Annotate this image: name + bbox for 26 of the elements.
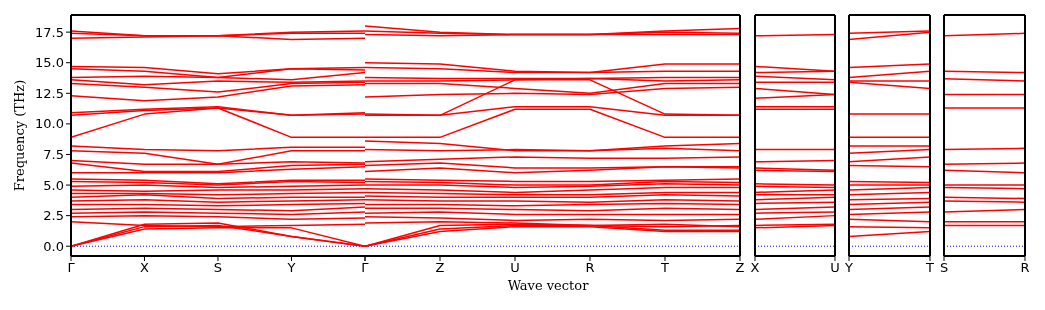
y-axis-title: Frequency (THz) — [11, 79, 27, 192]
x-tick-label: X — [140, 260, 150, 276]
x-tick-label: T — [925, 260, 935, 276]
x-tick-label: U — [830, 260, 840, 276]
y-tick-label: 5.0 — [43, 177, 64, 193]
x-tick-label: Y — [286, 260, 296, 276]
x-tick-label: Γ — [67, 260, 76, 276]
x-tick-label: Γ — [361, 260, 370, 276]
y-tick-label: 7.5 — [43, 147, 64, 163]
y-tick-label: 17.5 — [35, 24, 64, 40]
y-tick-label: 12.5 — [35, 85, 64, 101]
x-tick-label: U — [510, 260, 520, 276]
y-tick-label: 2.5 — [43, 208, 64, 224]
x-tick-label: S — [939, 260, 949, 276]
x-tick-label: X — [750, 260, 760, 276]
y-tick-label: 10.0 — [35, 116, 64, 132]
x-tick-label: Y — [844, 260, 854, 276]
y-tick-label: 0.0 — [43, 238, 64, 254]
y-tick-label: 15.0 — [35, 55, 64, 71]
x-tick-label: Z — [735, 260, 745, 276]
x-tick-label: R — [585, 260, 595, 276]
x-axis-title: Wave vector — [506, 278, 590, 293]
x-tick-label: T — [660, 260, 670, 276]
x-tick-label: Z — [435, 260, 445, 276]
x-tick-label: S — [213, 260, 223, 276]
x-tick-label: R — [1020, 260, 1030, 276]
